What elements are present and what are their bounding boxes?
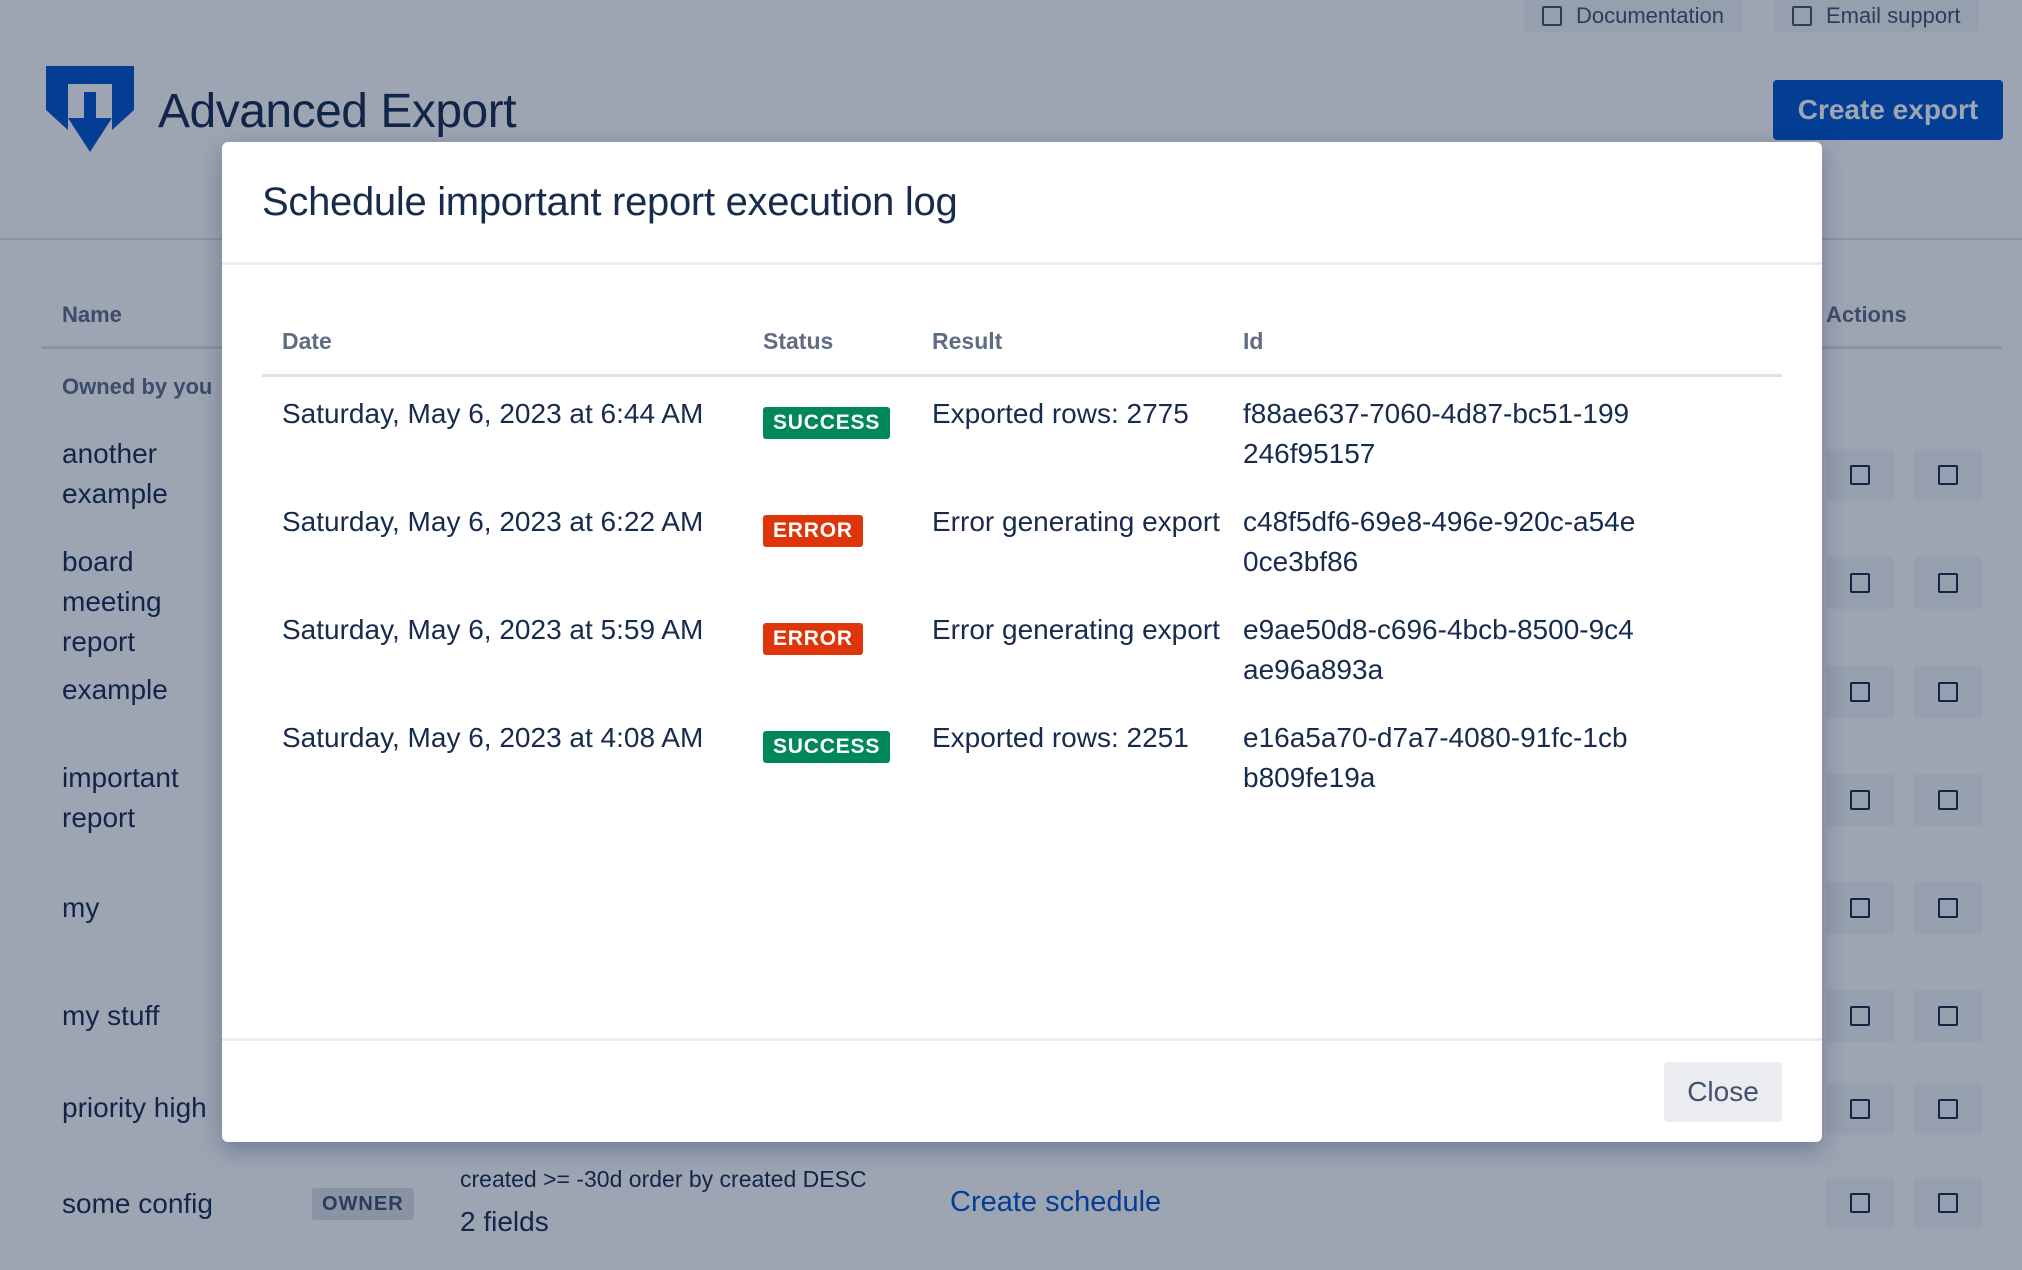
documentation-label: Documentation	[1576, 3, 1724, 28]
table-row-name[interactable]: example	[62, 674, 168, 705]
log-date: Saturday, May 6, 2023 at 4:08 AM	[282, 722, 704, 753]
square-icon	[1938, 573, 1958, 593]
square-icon	[1938, 1099, 1958, 1119]
square-icon	[1938, 465, 1958, 485]
square-icon	[1938, 790, 1958, 810]
row-action-button[interactable]	[1914, 882, 1982, 934]
modal-footer-divider	[222, 1038, 1822, 1041]
log-date: Saturday, May 6, 2023 at 5:59 AM	[282, 614, 704, 645]
log-status-cell: SUCCESS	[763, 400, 891, 440]
email-support-link[interactable]: Email support	[1774, 0, 1979, 32]
log-column-status: Status	[763, 328, 834, 354]
log-result: Exported rows: 2251	[932, 722, 1189, 753]
table-row-name[interactable]: another example	[62, 438, 168, 509]
log-result: Error generating export	[932, 506, 1220, 537]
log-row: Saturday, May 6, 2023 at 6:22 AM ERROR E…	[222, 502, 1822, 610]
square-icon	[1938, 898, 1958, 918]
owner-badge: OWNER	[312, 1188, 414, 1220]
modal-title: Schedule important report execution log	[262, 180, 958, 224]
log-id: e9ae50d8-c696-4bcb-8500-9c4ae96a893a	[1243, 614, 1634, 685]
square-icon	[1850, 1099, 1870, 1119]
log-id: f88ae637-7060-4d87-bc51-199246f95157	[1243, 398, 1630, 469]
app-title: Advanced Export	[158, 85, 517, 138]
table-row-name[interactable]: important report	[62, 762, 179, 833]
row-action-button[interactable]	[1826, 882, 1894, 934]
row-action-button[interactable]	[1826, 1177, 1894, 1229]
row-action-button[interactable]	[1914, 990, 1982, 1042]
status-badge: ERROR	[763, 515, 863, 547]
query-text: created >= -30d order by created DESC	[460, 1166, 867, 1192]
documentation-link[interactable]: Documentation	[1524, 0, 1742, 32]
square-icon	[1850, 1193, 1870, 1213]
log-row: Saturday, May 6, 2023 at 4:08 AM SUCCESS…	[222, 718, 1822, 826]
table-row-name[interactable]: my	[62, 892, 100, 923]
log-row: Saturday, May 6, 2023 at 5:59 AM ERROR E…	[222, 610, 1822, 718]
square-icon	[1938, 682, 1958, 702]
row-action-button[interactable]	[1826, 990, 1894, 1042]
status-badge: SUCCESS	[763, 731, 891, 763]
group-label: Owned by you	[62, 374, 213, 399]
status-badge: ERROR	[763, 623, 863, 655]
close-button[interactable]: Close	[1664, 1062, 1782, 1122]
log-header-divider	[262, 374, 1782, 377]
log-date: Saturday, May 6, 2023 at 6:22 AM	[282, 506, 704, 537]
row-action-button[interactable]	[1826, 1083, 1894, 1135]
row-action-button[interactable]	[1914, 774, 1982, 826]
log-status-cell: ERROR	[763, 616, 863, 656]
fields-count: 2 fields	[460, 1206, 549, 1237]
square-icon	[1850, 790, 1870, 810]
square-icon	[1938, 1193, 1958, 1213]
table-row-name[interactable]: priority high	[62, 1092, 207, 1123]
row-action-button[interactable]	[1826, 774, 1894, 826]
table-row-name[interactable]: some config	[62, 1188, 213, 1219]
row-action-button[interactable]	[1826, 449, 1894, 501]
table-row-name[interactable]: my stuff	[62, 1000, 160, 1031]
app-logo-icon	[46, 66, 134, 152]
log-row: Saturday, May 6, 2023 at 6:44 AM SUCCESS…	[222, 394, 1822, 502]
log-result: Error generating export	[932, 614, 1220, 645]
log-column-date: Date	[282, 328, 332, 354]
email-icon	[1792, 6, 1812, 26]
log-id: c48f5df6-69e8-496e-920c-a54e0ce3bf86	[1243, 506, 1636, 577]
row-action-button[interactable]	[1826, 557, 1894, 609]
square-icon	[1850, 573, 1870, 593]
log-column-result: Result	[932, 328, 1003, 354]
modal-header-divider	[222, 262, 1822, 265]
create-schedule-link[interactable]: Create schedule	[950, 1186, 1162, 1218]
create-export-button[interactable]: Create export	[1773, 80, 2003, 140]
square-icon	[1850, 1006, 1870, 1026]
row-action-button[interactable]	[1914, 1177, 1982, 1229]
email-support-label: Email support	[1826, 3, 1961, 28]
log-status-cell: ERROR	[763, 508, 863, 548]
square-icon	[1850, 465, 1870, 485]
square-icon	[1850, 898, 1870, 918]
table-row-name[interactable]: board meeting report	[62, 546, 162, 657]
row-action-button[interactable]	[1914, 449, 1982, 501]
column-header-actions: Actions	[1826, 302, 1907, 327]
status-badge: SUCCESS	[763, 407, 891, 439]
log-date: Saturday, May 6, 2023 at 6:44 AM	[282, 398, 704, 429]
log-column-id: Id	[1243, 328, 1264, 354]
column-header-name[interactable]: Name	[62, 302, 122, 327]
log-status-cell: SUCCESS	[763, 724, 891, 764]
log-result: Exported rows: 2775	[932, 398, 1189, 429]
log-id: e16a5a70-d7a7-4080-91fc-1cbb809fe19a	[1243, 722, 1628, 793]
square-icon	[1850, 682, 1870, 702]
execution-log-modal: Schedule important report execution log …	[222, 142, 1822, 1142]
row-action-button[interactable]	[1826, 666, 1894, 718]
square-icon	[1938, 1006, 1958, 1026]
row-action-button[interactable]	[1914, 666, 1982, 718]
row-action-button[interactable]	[1914, 1083, 1982, 1135]
documentation-icon	[1542, 6, 1562, 26]
row-action-button[interactable]	[1914, 557, 1982, 609]
